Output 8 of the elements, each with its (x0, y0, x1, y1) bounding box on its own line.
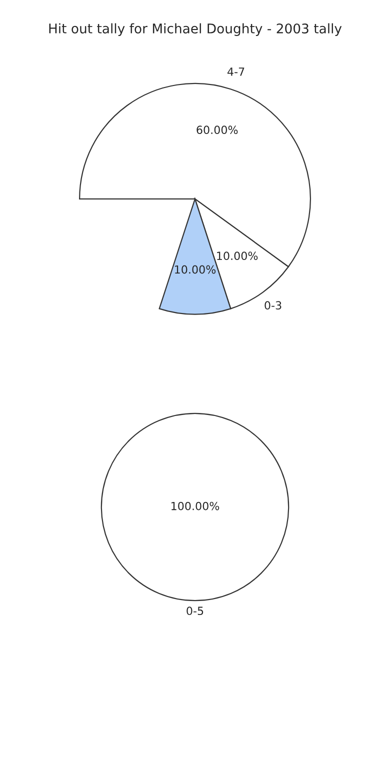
slice-label: 0-5 (186, 606, 204, 616)
data-label: 60.00% (196, 126, 238, 134)
data-label: 10.00% (217, 252, 258, 260)
data-label: 10.00% (175, 265, 216, 274)
data-label: 100.00% (172, 502, 220, 510)
slice-label: 0-3 (264, 301, 282, 310)
chart-title: Hit out tally for Michael Doughty - 2003 tally (49, 23, 342, 36)
slice-label: 4-7 (227, 68, 244, 76)
